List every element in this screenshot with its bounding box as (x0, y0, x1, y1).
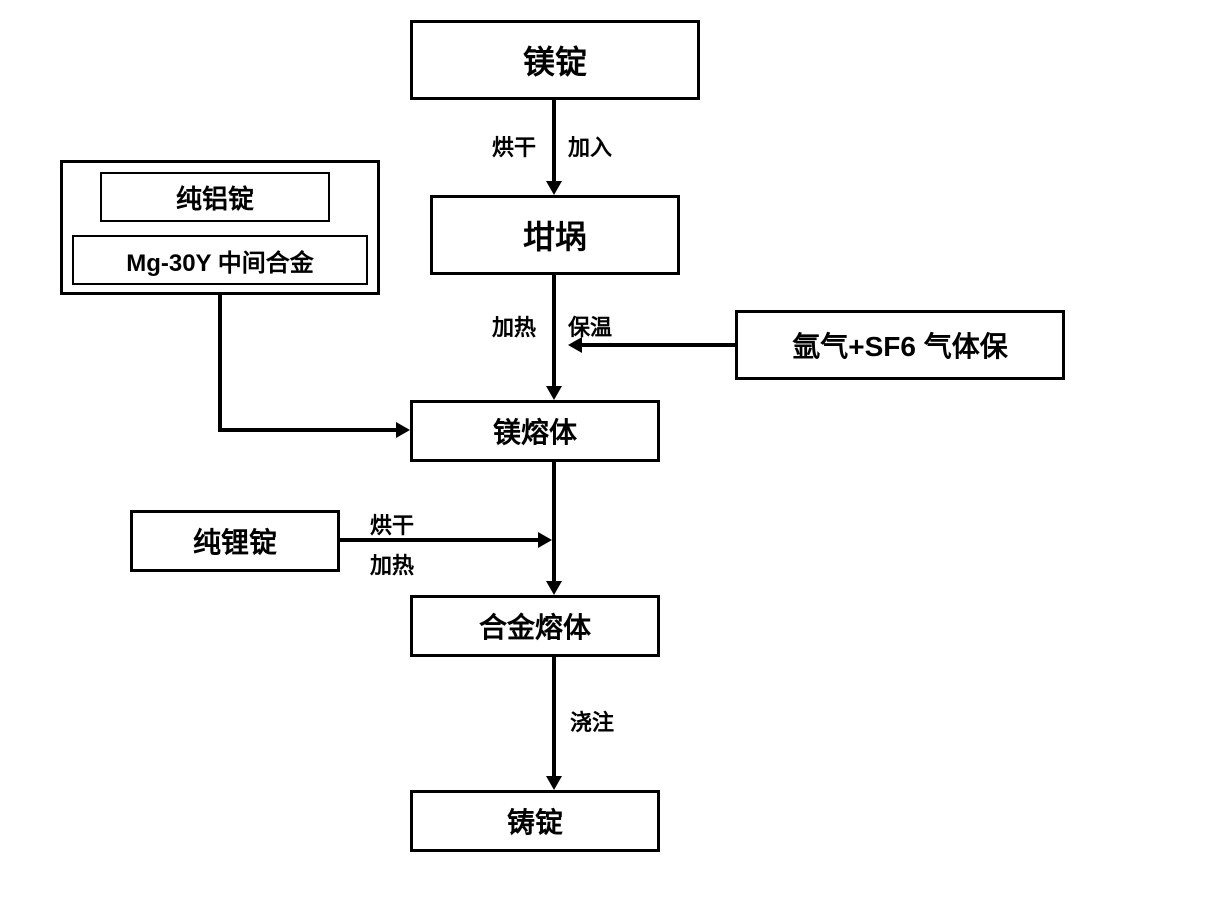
node-mg-ingot: 镁锭 (410, 20, 700, 100)
node-casting-label: 铸锭 (507, 801, 563, 841)
node-pure-li-label: 纯锂锭 (193, 521, 277, 561)
edge-mg-to-crucible-line (552, 100, 556, 181)
node-casting: 铸锭 (410, 790, 660, 852)
edge-gas-arrow (568, 337, 582, 353)
node-mg30y-label: Mg-30Y 中间合金 (126, 243, 314, 278)
edge-li-label-top: 烘干 (370, 508, 414, 540)
edge-mg-to-crucible-label-left: 烘干 (492, 130, 536, 162)
node-pure-al-label: 纯铝锭 (176, 179, 254, 216)
edge-ingredients-arrow (396, 422, 410, 438)
node-alloy-melt-label: 合金熔体 (479, 606, 591, 646)
edge-crucible-to-melt-arrow (546, 386, 562, 400)
edge-crucible-to-melt-line (552, 275, 556, 386)
edge-alloy-to-cast-arrow (546, 776, 562, 790)
edge-mg-to-crucible-label-right: 加入 (568, 130, 612, 162)
edge-alloy-to-cast-label: 浇注 (570, 705, 614, 737)
node-mg-ingot-label: 镁锭 (523, 37, 587, 83)
node-mg-melt: 镁熔体 (410, 400, 660, 462)
node-pure-li: 纯锂锭 (130, 510, 340, 572)
edge-ingredients-vline (218, 295, 222, 430)
node-crucible: 坩埚 (430, 195, 680, 275)
node-crucible-label: 坩埚 (523, 212, 587, 258)
edge-melt-to-alloy-arrow (546, 581, 562, 595)
edge-li-arrow (538, 532, 552, 548)
node-gas: 氩气+SF6 气体保 (735, 310, 1065, 380)
node-mg-melt-label: 镁熔体 (493, 411, 577, 451)
node-pure-al: 纯铝锭 (100, 172, 330, 222)
node-mg30y: Mg-30Y 中间合金 (72, 235, 368, 285)
edge-li-label-bottom: 加热 (370, 548, 414, 580)
edge-mg-to-crucible-arrow (546, 181, 562, 195)
edge-melt-to-alloy-line (552, 462, 556, 581)
node-alloy-melt: 合金熔体 (410, 595, 660, 657)
edge-gas-hline (582, 343, 735, 347)
edge-ingredients-hline (218, 428, 396, 432)
edge-crucible-to-melt-label-left: 加热 (492, 310, 536, 342)
node-gas-label: 氩气+SF6 气体保 (792, 325, 1007, 365)
edge-alloy-to-cast-line (552, 657, 556, 776)
